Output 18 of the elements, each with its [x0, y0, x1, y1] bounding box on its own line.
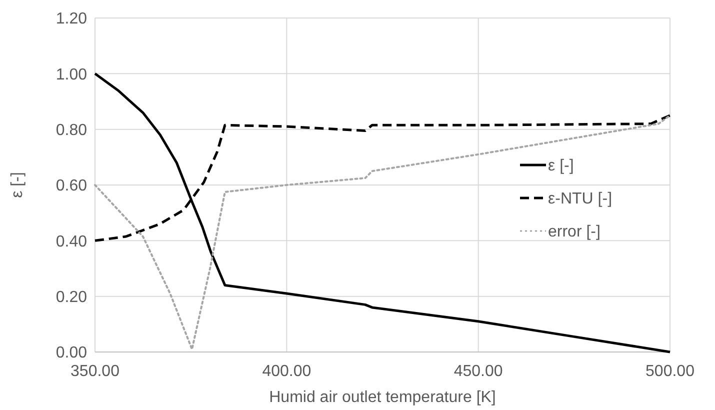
y-tick-label: 1.20 [56, 10, 88, 28]
y-tick-label: 0.20 [56, 288, 88, 306]
y-tick-label: 0.00 [56, 344, 88, 362]
line-series [94, 72, 672, 354]
y-axis-title: ε [-] [9, 172, 26, 198]
x-tick-label: 500.00 [646, 363, 695, 380]
y-tick-label: 0.40 [56, 233, 88, 250]
legend-label: ε [-] [548, 158, 574, 175]
line-series [94, 114, 671, 350]
x-axis-title: Humid air outlet temperature [K] [269, 389, 496, 406]
y-tick-label: 0.80 [56, 122, 88, 139]
legend-label: error [-] [548, 224, 600, 241]
x-tick-label: 350.00 [70, 363, 120, 380]
x-tick-label: 450.00 [454, 363, 503, 380]
y-tick-label: 1.00 [56, 66, 88, 84]
legend-label: ε-NTU [-] [548, 190, 612, 208]
y-tick-label: 0.60 [56, 178, 88, 195]
x-tick-label: 400.00 [262, 363, 312, 380]
